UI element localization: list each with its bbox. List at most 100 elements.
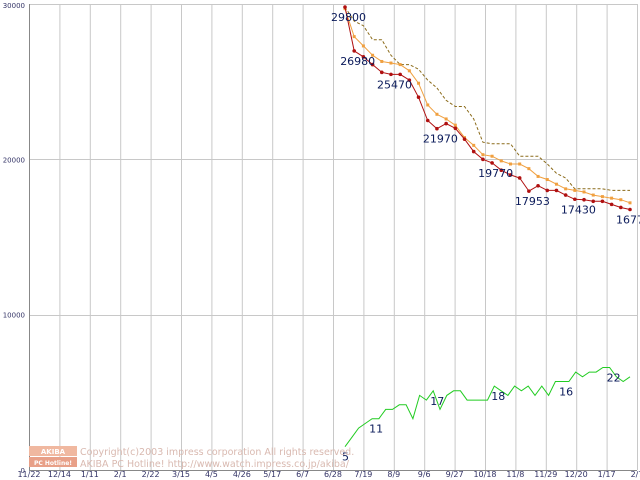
marker-average <box>371 53 375 57</box>
y-tick-label: 10000 <box>3 312 25 320</box>
marker-average <box>591 193 595 197</box>
marker-min <box>462 137 467 141</box>
marker-min <box>343 5 347 9</box>
marker-min <box>389 72 393 77</box>
marker-min <box>563 193 568 197</box>
marker-average <box>453 123 457 127</box>
y-tick-labels: 0 10000 20000 30000 <box>3 2 25 475</box>
x-tick-label: 12/20 <box>565 470 588 479</box>
marker-average <box>490 154 494 158</box>
marker-average <box>518 162 522 166</box>
marker-min <box>425 118 430 123</box>
marker-average <box>389 61 393 65</box>
price-label: 25470 <box>377 78 412 91</box>
marker-average <box>435 112 439 116</box>
marker-average <box>610 196 614 200</box>
marker-min <box>352 49 356 53</box>
marker-average <box>398 63 402 67</box>
marker-min <box>517 176 522 180</box>
x-tick-label: 7/19 <box>354 470 372 479</box>
axes <box>29 4 637 471</box>
shop-count-label: 22 <box>607 371 621 384</box>
marker-average <box>417 81 421 85</box>
marker-min <box>554 188 559 193</box>
marker-average <box>508 162 512 166</box>
marker-average <box>472 143 476 147</box>
marker-min <box>619 205 623 210</box>
marker-average <box>619 198 623 202</box>
marker-min <box>407 78 412 82</box>
marker-min <box>361 55 366 59</box>
marker-average <box>499 159 503 163</box>
marker-average <box>352 35 356 39</box>
marker-min <box>609 202 614 207</box>
x-tick-label: 12/14 <box>48 470 71 479</box>
x-tick-label: 1/17 <box>598 470 616 479</box>
marker-min <box>435 126 439 131</box>
price-label: 26980 <box>340 55 375 68</box>
price-label: 19770 <box>478 167 513 180</box>
site-url-line: AKIBA PC Hotline! http://www.watch.impre… <box>80 459 350 470</box>
akiba-logo: AKIBA PC Hotline! <box>29 446 77 467</box>
shop-count-label: 5 <box>342 451 349 464</box>
marker-min <box>379 70 384 75</box>
marker-min <box>527 189 531 193</box>
series-line-average <box>344 8 631 204</box>
x-tick-label: 9/6 <box>418 470 431 479</box>
y-tick-label: 30000 <box>3 2 25 10</box>
marker-average <box>407 69 411 73</box>
x-tick-label: 4/5 <box>205 470 218 479</box>
marker-average <box>536 174 540 178</box>
x-tick-label: 2/7 <box>631 470 640 479</box>
price-label: 16770 <box>616 214 640 227</box>
marker-average <box>380 59 384 63</box>
marker-average <box>527 167 531 171</box>
marker-average <box>600 195 604 199</box>
marker-min <box>444 121 448 126</box>
copyright-line: Copyright(c)2003 impress corporation All… <box>80 447 354 458</box>
shop-count-label: 11 <box>369 423 383 436</box>
x-tick-label: 2/22 <box>142 470 160 479</box>
x-tick-label: 11/8 <box>506 470 524 479</box>
x-tick-label: 5/17 <box>263 470 281 479</box>
series-lines <box>343 5 632 447</box>
marker-average <box>361 44 365 48</box>
marker-average <box>564 187 568 191</box>
series-line-shops <box>344 367 631 447</box>
x-tick-label: 8/9 <box>387 470 400 479</box>
marker-min <box>453 126 458 131</box>
logo-top-text: AKIBA <box>41 448 66 456</box>
marker-average <box>545 178 549 182</box>
x-tick-label: 4/26 <box>233 470 251 479</box>
series-line-max <box>344 6 630 191</box>
x-tick-label: 1/11 <box>81 470 99 479</box>
marker-min <box>481 157 485 162</box>
x-tick-label: 11/22 <box>17 470 40 479</box>
marker-average <box>573 188 577 192</box>
x-tick-label: 6/7 <box>296 470 309 479</box>
marker-average <box>554 182 558 186</box>
marker-min <box>416 95 421 99</box>
marker-min <box>499 168 504 173</box>
marker-min <box>582 197 586 202</box>
marker-min <box>471 149 476 154</box>
marker-min <box>628 207 632 212</box>
marker-min <box>545 188 550 193</box>
x-tick-labels: 11/22 12/14 1/11 2/1 2/22 3/15 4/5 4/26 5/17 6/7 6… <box>17 470 640 479</box>
watermark: AKIBA PC Hotline! Copyright(c)2003 impre… <box>29 446 354 470</box>
marker-average <box>444 117 448 121</box>
marker-average <box>628 201 632 205</box>
marker-min <box>490 161 494 165</box>
marker-min <box>573 197 577 202</box>
x-tick-label: 2/1 <box>114 470 127 479</box>
marker-average <box>481 153 485 157</box>
marker-average <box>426 103 430 107</box>
price-label: 17430 <box>561 203 596 216</box>
price-label: 17953 <box>515 195 550 208</box>
price-label: 21970 <box>423 133 458 146</box>
marker-min <box>591 199 596 204</box>
x-tick-label: 6/28 <box>324 470 342 479</box>
